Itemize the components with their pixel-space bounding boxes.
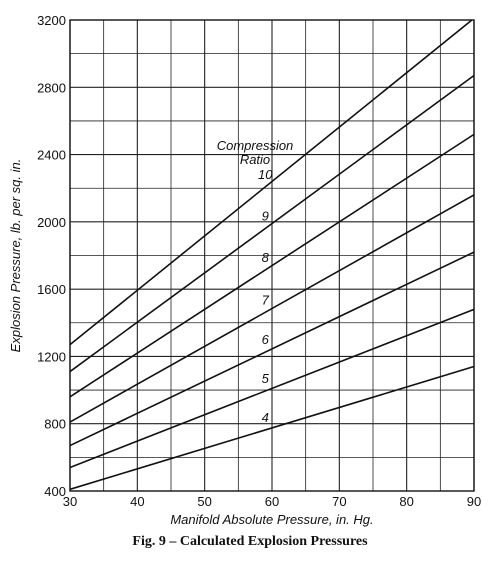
curve-label-4: 4	[262, 410, 269, 425]
y-tick-label: 3200	[37, 13, 66, 28]
curve-label-5: 5	[262, 371, 270, 386]
curve-label-7: 7	[262, 292, 270, 307]
x-tick-label: 80	[399, 494, 413, 509]
grid	[69, 19, 475, 492]
y-tick-label: 800	[44, 417, 66, 432]
y-tick-label: 1600	[37, 282, 66, 297]
curve-labels: 10 9 8 7 6 5 4	[258, 167, 273, 425]
series-line-8	[69, 133, 475, 398]
x-tick-label: 60	[265, 494, 279, 509]
series-line-10	[69, 19, 473, 346]
y-tick-label: 2800	[37, 80, 66, 95]
series-line-5	[69, 308, 475, 469]
figure-caption: Fig. 9 – Calculated Explosion Pressures	[132, 534, 368, 549]
x-tick-label: 70	[332, 494, 346, 509]
annotation-compression: Compression	[217, 138, 294, 153]
y-tick-label: 400	[44, 484, 66, 499]
series-lines	[69, 19, 475, 491]
plot-frame	[69, 19, 475, 492]
chart: 30 40 50 60 70 80 90 400 800 1200 1600 2000 2400 2800…	[8, 13, 481, 527]
x-tick-label: 30	[63, 494, 77, 509]
curve-label-10: 10	[258, 167, 273, 182]
annotation-ratio: Ratio	[240, 152, 270, 167]
series-line-7	[69, 194, 475, 423]
curve-label-9: 9	[262, 208, 269, 223]
curve-label-6: 6	[262, 332, 270, 347]
tick-labels: 30 40 50 60 70 80 90 400 800 1200 1600 2000 2400 2800…	[37, 13, 481, 509]
series-line-9	[69, 74, 475, 373]
x-axis-label: Manifold Absolute Pressure, in. Hg.	[170, 512, 373, 527]
x-tick-label: 90	[467, 494, 481, 509]
series-line-4	[69, 365, 475, 491]
series-line-6	[69, 251, 475, 447]
y-tick-label: 2000	[37, 215, 66, 230]
y-axis-label: Explosion Pressure, lb. per sq. in.	[8, 159, 23, 353]
y-tick-label: 2400	[37, 148, 66, 163]
x-tick-label: 50	[197, 494, 211, 509]
curve-label-8: 8	[262, 250, 270, 265]
x-tick-label: 40	[130, 494, 144, 509]
y-tick-label: 1200	[37, 349, 66, 364]
